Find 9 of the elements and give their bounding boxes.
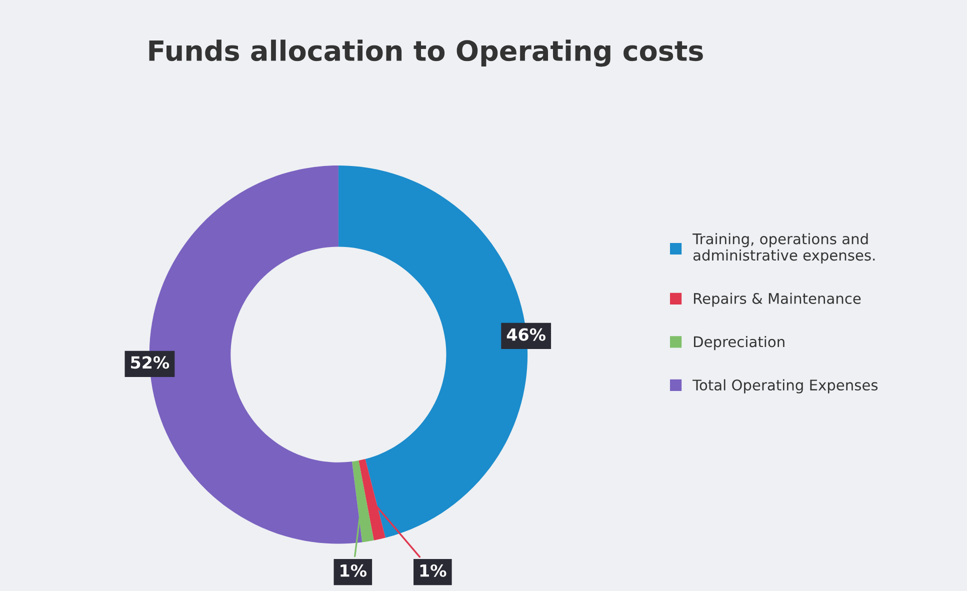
- legend-label: Total Operating Expenses: [692, 379, 878, 394]
- data-label: 52%: [131, 356, 170, 369]
- data-label: 1%: [420, 564, 446, 577]
- data-label: 46%: [506, 328, 546, 341]
- legend-label: Repairs & Maintenance: [694, 292, 861, 307]
- chart-title: Funds allocation to Operating costs: [149, 40, 703, 67]
- legend-label: Training, operations and administrative expenses.: [692, 233, 875, 264]
- data-label: 1%: [340, 564, 367, 577]
- legend-label: Depreciation: [694, 336, 784, 350]
